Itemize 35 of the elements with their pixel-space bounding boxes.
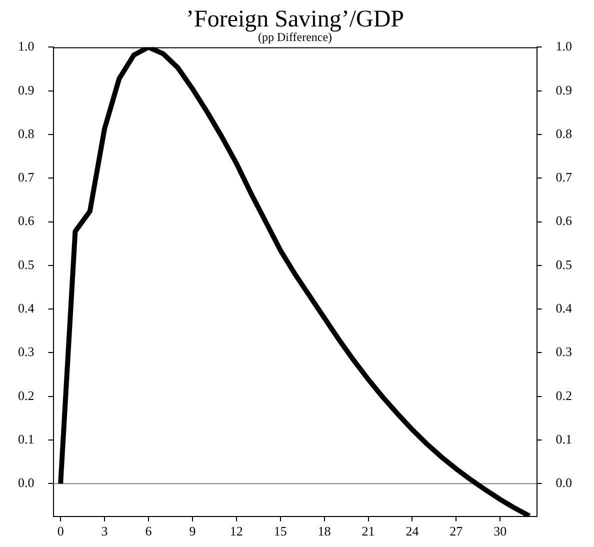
y2-tick-label: 0.9 <box>556 82 572 98</box>
chart-title: ’Foreign Saving’/GDP <box>186 6 404 33</box>
y2-tick-label: 1.0 <box>556 38 572 54</box>
y2-tick-label: 0.0 <box>556 475 572 490</box>
y-tick-label: 0.1 <box>18 431 34 446</box>
x-tick-label: 21 <box>362 524 375 539</box>
y-tick-label: 0.7 <box>18 170 35 185</box>
y2-tick-label: 0.4 <box>556 300 572 316</box>
y-tick-label: 0.4 <box>18 300 35 316</box>
x-tick-label: 30 <box>494 524 507 539</box>
x-tick-label: 9 <box>189 524 196 539</box>
y-tick-label: 0.0 <box>18 475 34 490</box>
x-tick-label: 27 <box>450 524 464 539</box>
x-tick-label: 18 <box>318 524 331 539</box>
y2-tick-label: 0.7 <box>556 170 572 185</box>
x-tick-label: 3 <box>101 524 108 539</box>
x-tick-label: 6 <box>145 524 152 539</box>
y2-tick-label: 0.2 <box>556 388 572 403</box>
y-tick-label: 0.8 <box>18 126 34 141</box>
x-tick-label: 24 <box>406 524 420 539</box>
y2-tick-label: 0.5 <box>556 256 572 272</box>
chart-subtitle: (pp Difference) <box>258 30 332 44</box>
y-tick-label: 0.2 <box>18 388 34 403</box>
y-tick-label: 0.9 <box>18 82 34 98</box>
x-tick-label: 0 <box>57 524 64 539</box>
y2-tick-label: 0.1 <box>556 431 572 446</box>
y-tick-label: 1.0 <box>18 38 34 54</box>
y2-tick-label: 0.6 <box>556 213 572 228</box>
y-tick-label: 0.6 <box>18 213 35 228</box>
y-tick-label: 0.3 <box>18 344 34 360</box>
y2-tick-label: 0.8 <box>556 126 572 141</box>
x-tick-label: 12 <box>230 524 243 539</box>
y2-tick-label: 0.3 <box>556 344 572 360</box>
x-tick-label: 15 <box>274 524 287 539</box>
y-tick-label: 0.5 <box>18 256 34 272</box>
